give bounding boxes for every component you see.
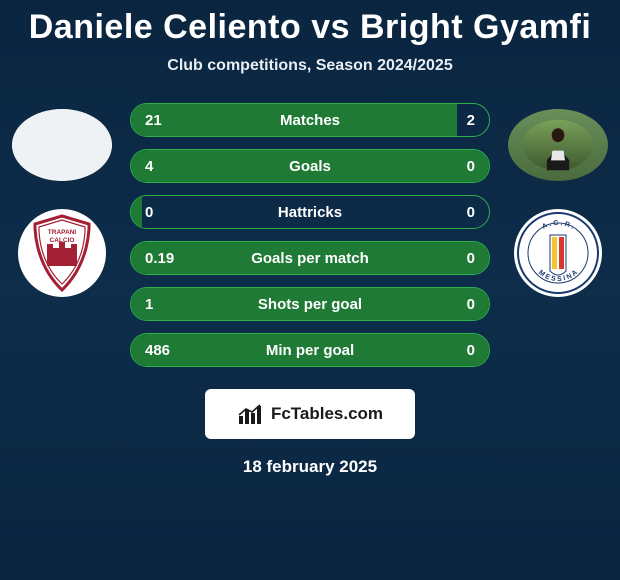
stat-right-value: 0 <box>445 158 475 175</box>
player-photo-icon <box>523 110 593 180</box>
stat-label: Shots per goal <box>258 296 362 313</box>
stat-bar: 0 Hattricks 0 <box>130 195 490 229</box>
stat-bar-fill <box>131 196 142 228</box>
stat-bar: 4 Goals 0 <box>130 149 490 183</box>
stat-right-value: 0 <box>445 342 475 359</box>
stat-right-value: 0 <box>445 204 475 221</box>
stat-left-value: 0 <box>145 204 175 221</box>
stat-left-value: 486 <box>145 342 175 359</box>
date-label: 18 february 2025 <box>0 457 620 477</box>
stat-label: Hattricks <box>278 204 342 221</box>
stat-label: Goals <box>289 158 331 175</box>
page-title: Daniele Celiento vs Bright Gyamfi <box>0 8 620 47</box>
stat-right-value: 0 <box>445 296 475 313</box>
bars-logo-icon <box>237 402 265 426</box>
stat-label: Goals per match <box>251 250 369 267</box>
messina-crest-icon: A . C . R . M E S S I N A <box>516 211 600 295</box>
stat-bars: 21 Matches 2 4 Goals 0 0 Hattricks 0 0.19 Goals pe… <box>130 103 490 367</box>
left-column: TRAPANI CALCIO <box>12 103 112 297</box>
stat-bar: 0.19 Goals per match 0 <box>130 241 490 275</box>
right-column: A . C . R . M E S S I N A <box>508 103 608 297</box>
club-badge-left: TRAPANI CALCIO <box>18 209 106 297</box>
stat-right-value: 2 <box>445 112 475 129</box>
logo-text: FcTables.com <box>271 404 383 424</box>
player-avatar-right <box>508 109 608 181</box>
trapani-crest-icon: TRAPANI CALCIO <box>27 214 97 292</box>
player-avatar-left <box>12 109 112 181</box>
fctables-logo: FcTables.com <box>205 389 415 439</box>
subtitle: Club competitions, Season 2024/2025 <box>0 57 620 75</box>
stat-bar: 1 Shots per goal 0 <box>130 287 490 321</box>
stat-left-value: 1 <box>145 296 175 313</box>
comparison-card: Daniele Celiento vs Bright Gyamfi Club c… <box>0 0 620 580</box>
silhouette-icon <box>12 109 112 181</box>
stat-left-value: 4 <box>145 158 175 175</box>
stat-bar: 486 Min per goal 0 <box>130 333 490 367</box>
club-badge-right: A . C . R . M E S S I N A <box>514 209 602 297</box>
stat-right-value: 0 <box>445 250 475 267</box>
stat-left-value: 0.19 <box>145 250 175 267</box>
stat-left-value: 21 <box>145 112 175 129</box>
stat-label: Matches <box>280 112 340 129</box>
svg-text:TRAPANI: TRAPANI <box>48 229 77 236</box>
stat-bar: 21 Matches 2 <box>130 103 490 137</box>
stat-label: Min per goal <box>266 342 354 359</box>
main-row: TRAPANI CALCIO 21 Matches 2 4 Goals 0 0 Hattric… <box>0 103 620 367</box>
